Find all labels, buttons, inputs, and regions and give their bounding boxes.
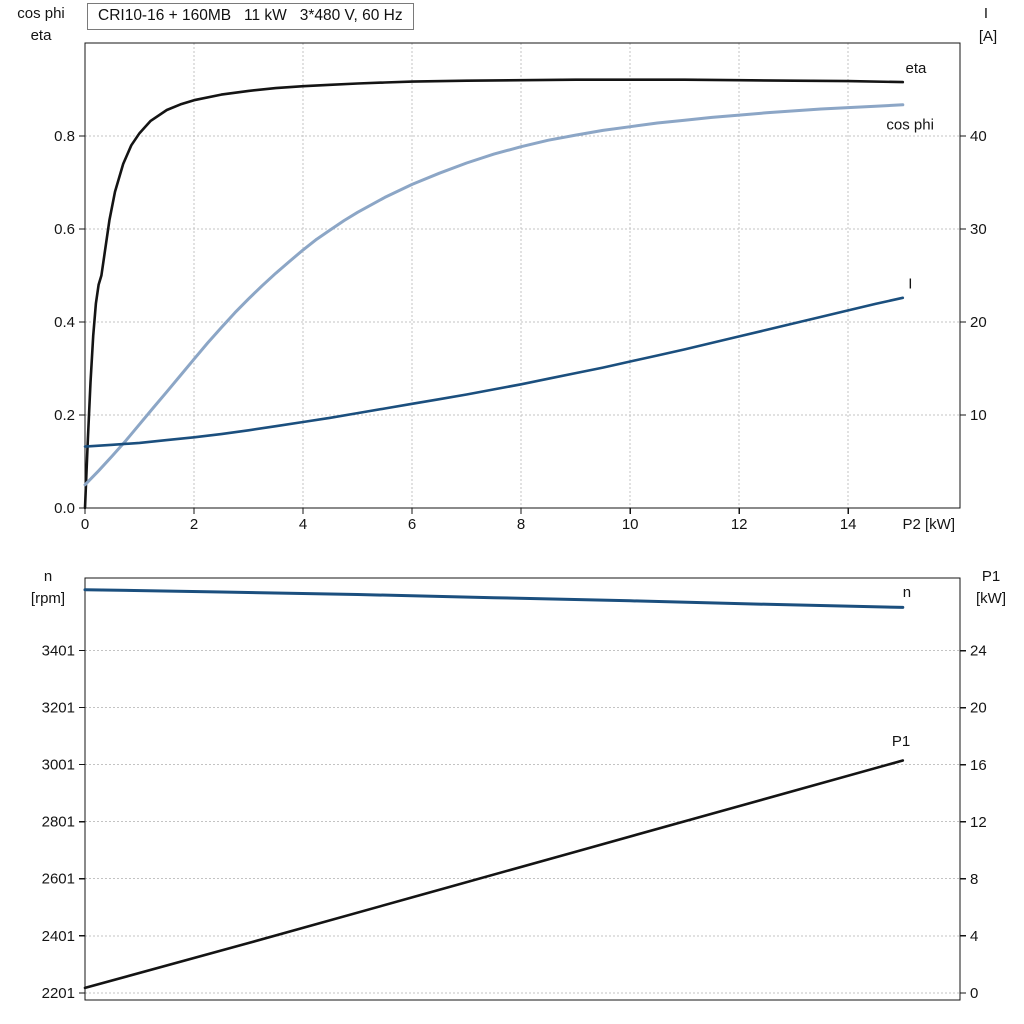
plot-frame [84,42,961,509]
y-right-tick-label: 24 [970,643,987,660]
y-right-tick-label: 0 [970,985,978,1002]
x-tick-label: 10 [622,516,639,533]
bottom-chart-left-axis-title-line1: n [44,568,52,585]
y-left-tick-label: 0.6 [54,221,75,238]
y-right-tick-label: 16 [970,757,987,774]
y-left-tick-label: 2201 [42,985,75,1002]
y-left-tick-label: 0.8 [54,128,75,145]
series-n [83,588,905,609]
series-label-n: n [903,584,911,601]
series-label-P1: P1 [892,733,910,750]
top-chart-right-axis-title-line1: I [984,5,988,22]
x-tick-label: 12 [731,516,748,533]
y-left-tick-label: 0.4 [54,314,75,331]
bottom-chart-right-axis-title-line1: P1 [982,568,1000,585]
y-left-tick-label: 0.0 [54,500,75,517]
plot-frame [84,577,961,1001]
y-left-tick-label: 3201 [42,700,75,717]
y-left-tick-label: 3401 [42,643,75,660]
series-label-I: I [908,276,912,293]
x-tick-label: 14 [840,516,857,533]
y-right-tick-label: 8 [970,871,978,888]
x-tick-label: 4 [299,516,307,533]
series-P1 [83,759,905,990]
top-chart-left-axis-title-line2: eta [31,27,53,44]
series-label-cos-phi: cos phi [886,117,934,134]
series-eta [83,78,905,510]
x-tick-label: 2 [190,516,198,533]
bottom-chart-right-axis-title-line2: [kW] [976,590,1006,607]
y-left-tick-label: 3001 [42,757,75,774]
top-chart-left-axis-title-line1: cos phi [17,5,65,22]
y-left-tick-label: 2801 [42,814,75,831]
y-right-tick-label: 20 [970,700,987,717]
y-left-tick-label: 2401 [42,928,75,945]
x-tick-label: 0 [81,516,89,533]
y-right-tick-label: 10 [970,407,987,424]
chart-title: CRI10-16 + 160MB 11 kW 3*480 V, 60 Hz [87,3,414,30]
series-I [83,296,905,448]
x-tick-label: 6 [408,516,416,533]
y-left-tick-label: 0.2 [54,407,75,424]
top-chart-right-axis-title-line2: [A] [979,28,997,45]
y-right-tick-label: 20 [970,314,987,331]
x-tick-label: 8 [517,516,525,533]
x-axis-label: P2 [kW] [902,516,955,533]
y-right-tick-label: 40 [970,128,987,145]
bottom-chart-left-axis-title-line2: [rpm] [31,590,65,607]
y-right-tick-label: 12 [970,814,987,831]
series-label-eta: eta [906,60,928,77]
y-right-tick-label: 4 [970,928,978,945]
y-right-tick-label: 30 [970,221,987,238]
y-left-tick-label: 2601 [42,871,75,888]
series-cos-phi [83,103,905,487]
